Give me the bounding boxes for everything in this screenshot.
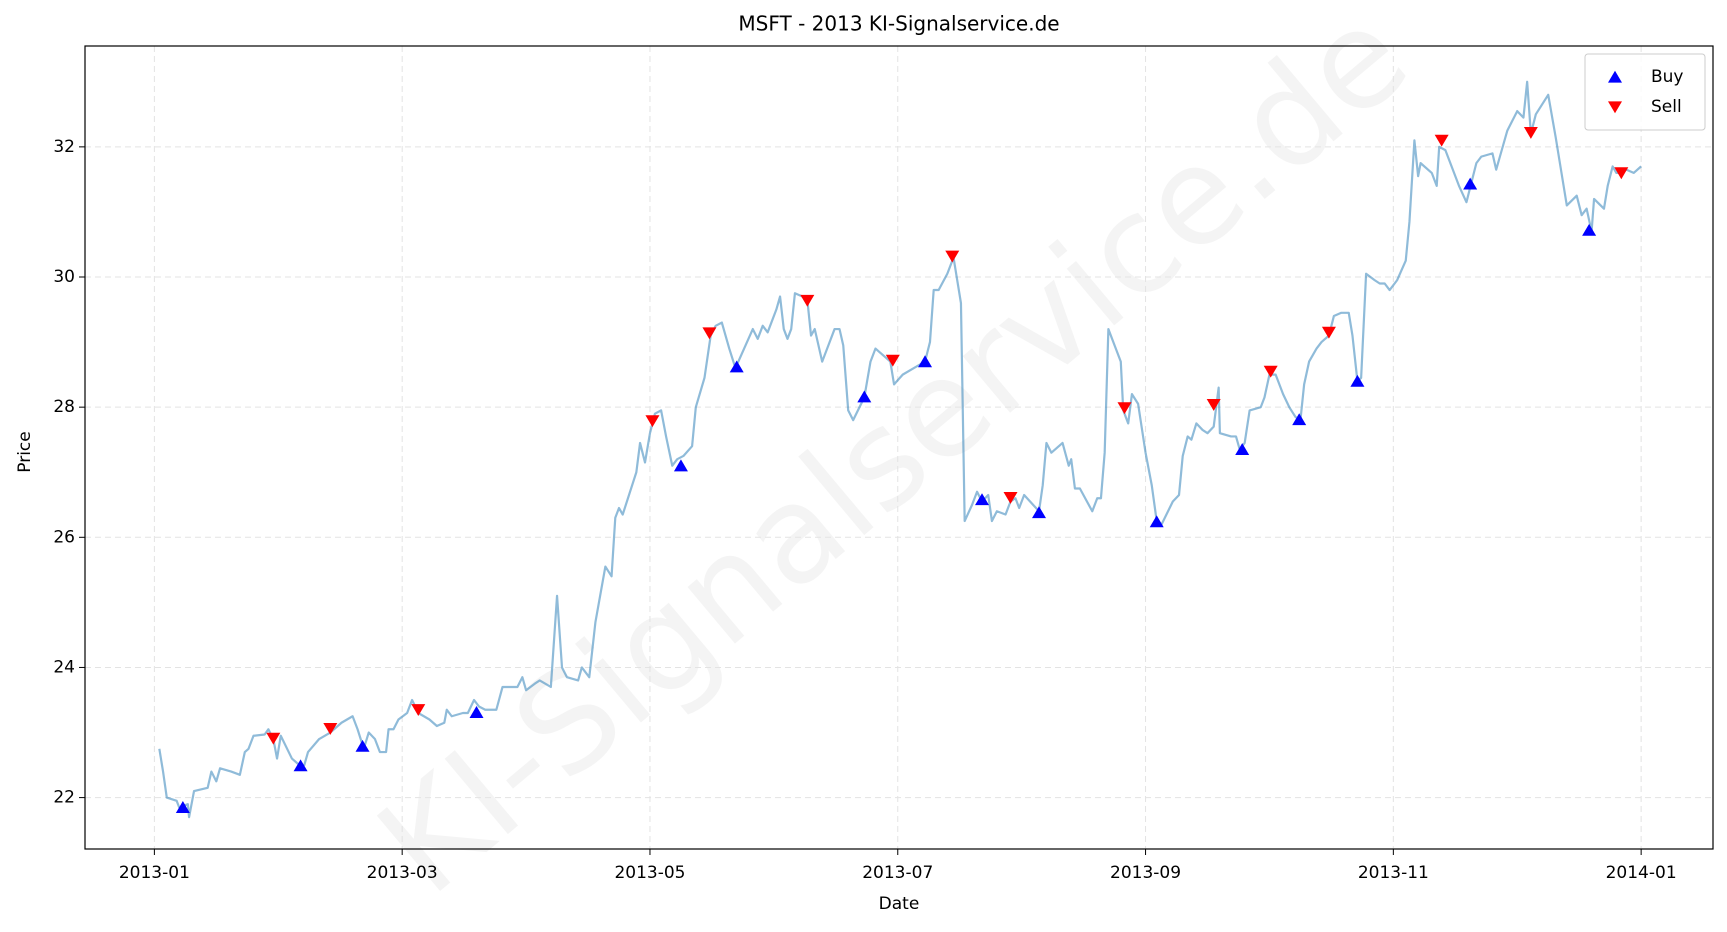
signal-marker: [673, 459, 688, 472]
x-tick-label: 2013-05: [614, 863, 685, 883]
signal-marker: [729, 360, 744, 373]
signal-marker: [1434, 134, 1449, 147]
signal-marker: [945, 250, 960, 263]
signal-marker: [918, 355, 933, 368]
signal-marker: [1292, 413, 1307, 426]
x-axis-label: Date: [879, 894, 920, 914]
signal-marker: [1321, 326, 1336, 339]
y-tick-label: 24: [53, 657, 75, 677]
x-tick-label: 2013-11: [1358, 863, 1429, 883]
legend: Buy Sell: [1584, 53, 1706, 131]
legend-marker: [1608, 101, 1622, 114]
signal-marker: [857, 390, 872, 403]
signal-marker: [975, 493, 990, 506]
watermark: KI-Signalservice.de: [350, 0, 1437, 924]
signal-marker: [1003, 492, 1018, 504]
signal-marker: [645, 415, 660, 428]
signal-marker: [355, 739, 370, 752]
y-axis-label: Price: [15, 431, 35, 472]
x-tick-label: 2013-09: [1110, 863, 1181, 883]
signal-marker: [411, 704, 426, 717]
x-tick-label: 2013-03: [367, 863, 438, 883]
y-tick-label: 28: [53, 397, 75, 417]
plot-frame: [84, 45, 1714, 850]
signal-marker: [293, 759, 308, 772]
y-tick-label: 32: [53, 137, 75, 157]
signal-marker: [469, 706, 484, 718]
legend-box: [1584, 53, 1706, 131]
legend-label: Sell: [1651, 97, 1682, 117]
signal-marker: [1523, 126, 1538, 139]
signal-marker: [1235, 443, 1250, 456]
signal-marker: [266, 732, 281, 745]
legend-marker: [1608, 70, 1622, 83]
legend-label: Buy: [1651, 67, 1684, 87]
signal-marker: [885, 354, 900, 367]
signal-marker: [800, 294, 815, 307]
signal-marker: [1149, 515, 1164, 528]
signal-marker: [175, 801, 190, 813]
x-tick-label: 2014-01: [1606, 863, 1677, 883]
x-tick-label: 2013-01: [119, 863, 190, 883]
signal-marker: [323, 723, 338, 735]
signal-marker: [1117, 402, 1132, 415]
signal-marker: [1032, 506, 1047, 519]
y-tick-label: 22: [53, 788, 75, 808]
y-tick-label: 26: [53, 527, 75, 547]
signal-marker: [1206, 398, 1221, 411]
signal-marker: [702, 327, 717, 340]
signal-marker: [1263, 365, 1278, 378]
signal-marker: [1463, 177, 1478, 190]
x-tick-label: 2013-07: [862, 863, 933, 883]
signal-marker: [1614, 167, 1629, 180]
chart-title: MSFT - 2013 KI-Signalservice.de: [738, 12, 1059, 36]
y-tick-label: 30: [53, 267, 75, 287]
signal-marker: [1582, 223, 1597, 236]
signal-marker: [1350, 374, 1365, 387]
